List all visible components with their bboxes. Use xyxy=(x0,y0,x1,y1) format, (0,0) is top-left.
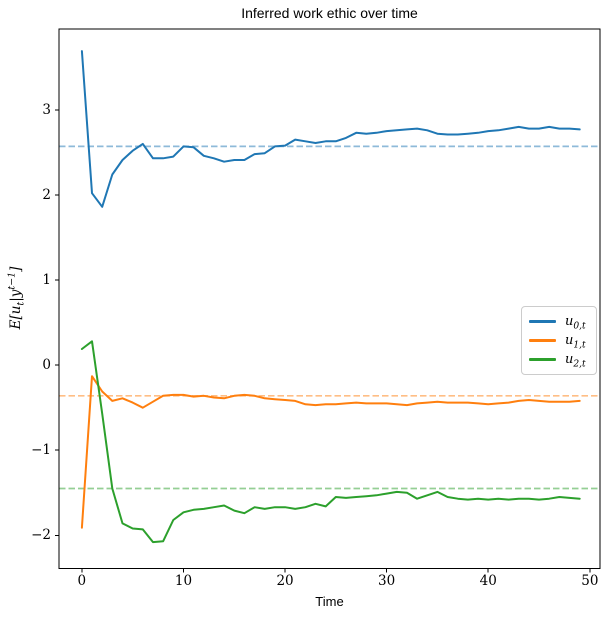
series-line-u1t xyxy=(80,375,581,529)
legend-label: u2,t xyxy=(565,352,586,370)
legend-line-swatch xyxy=(529,358,556,361)
chart-title: Inferred work ethic over time xyxy=(241,5,418,21)
y-tick-label--2: −2 xyxy=(31,527,51,544)
x-tick-label-30: 30 xyxy=(378,573,396,589)
series-line-u2t xyxy=(80,340,581,544)
x-axis-label: Time xyxy=(315,594,344,609)
legend-item-u2t: u2,t xyxy=(522,350,596,369)
x-tick-label-10: 10 xyxy=(174,573,193,589)
legend-item-u1t: u1,t xyxy=(522,331,596,350)
y-tick-label-0: 0 xyxy=(42,357,51,374)
y-tick-label--1: −1 xyxy=(31,442,51,459)
x-tick-label-40: 40 xyxy=(479,573,497,589)
legend-label: u1,t xyxy=(565,333,586,351)
y-axis-label: E[ut|yt−1] xyxy=(6,266,27,330)
legend-line-swatch xyxy=(529,320,556,323)
y-tick-label-1: 1 xyxy=(42,272,51,289)
series-line-u0t xyxy=(80,50,581,208)
x-tick-label-0: 0 xyxy=(77,573,87,589)
plot-border xyxy=(58,28,601,569)
legend: u0,t u1,t u2,t xyxy=(521,306,597,375)
legend-item-u0t: u0,t xyxy=(522,312,596,331)
x-tick-label-20: 20 xyxy=(276,573,294,589)
y-tick-label-2: 2 xyxy=(42,186,51,203)
legend-line-swatch xyxy=(529,339,556,342)
legend-label: u0,t xyxy=(565,314,586,332)
x-tick-label-50: 50 xyxy=(581,573,599,589)
y-tick-label-3: 3 xyxy=(42,101,51,118)
